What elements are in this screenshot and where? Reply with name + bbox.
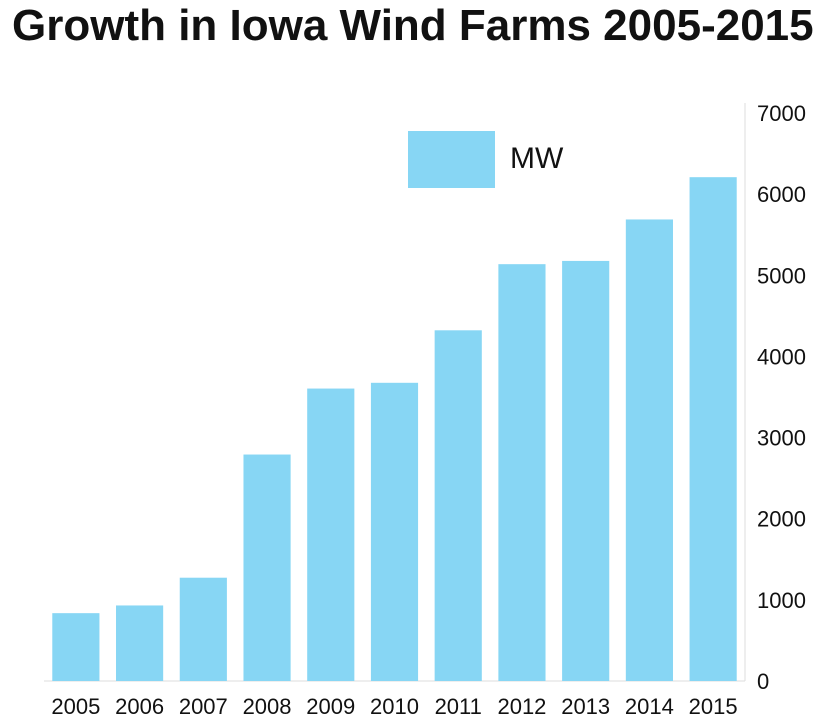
x-tick-label: 2013 xyxy=(561,694,610,719)
bar-2009 xyxy=(307,388,355,681)
bar-2005 xyxy=(52,613,100,681)
bar-2007 xyxy=(179,577,227,681)
y-tick-label: 0 xyxy=(757,669,769,694)
bar-2011 xyxy=(434,330,482,681)
bar-2012 xyxy=(498,264,546,681)
bar-2006 xyxy=(116,605,164,681)
x-tick-label: 2006 xyxy=(115,694,164,719)
y-tick-label: 3000 xyxy=(757,426,806,451)
x-tick-label: 2005 xyxy=(51,694,100,719)
x-tick-label: 2010 xyxy=(370,694,419,719)
y-tick-label: 6000 xyxy=(757,182,806,207)
x-tick-label: 2011 xyxy=(435,694,482,719)
y-tick-label: 7000 xyxy=(757,101,806,126)
x-tick-label: 2009 xyxy=(306,694,355,719)
x-tick-label: 2014 xyxy=(625,694,674,719)
bar-2010 xyxy=(370,382,419,681)
legend-swatch xyxy=(408,131,495,188)
x-tick-label: 2012 xyxy=(497,694,546,719)
chart-title: Growth in Iowa Wind Farms 2005-2015 xyxy=(12,1,814,50)
y-tick-label: 4000 xyxy=(757,344,806,369)
bar-2013 xyxy=(562,260,610,681)
bar-2008 xyxy=(243,454,291,681)
y-tick-label: 1000 xyxy=(757,588,806,613)
bar-2014 xyxy=(625,219,673,682)
x-tick-label: 2007 xyxy=(179,694,228,719)
x-tick-label: 2015 xyxy=(689,694,738,719)
y-tick-label: 5000 xyxy=(757,263,806,288)
legend-label: MW xyxy=(510,142,564,175)
bar-2015 xyxy=(689,177,737,681)
y-tick-label: 2000 xyxy=(757,507,806,532)
x-tick-label: 2008 xyxy=(243,694,292,719)
